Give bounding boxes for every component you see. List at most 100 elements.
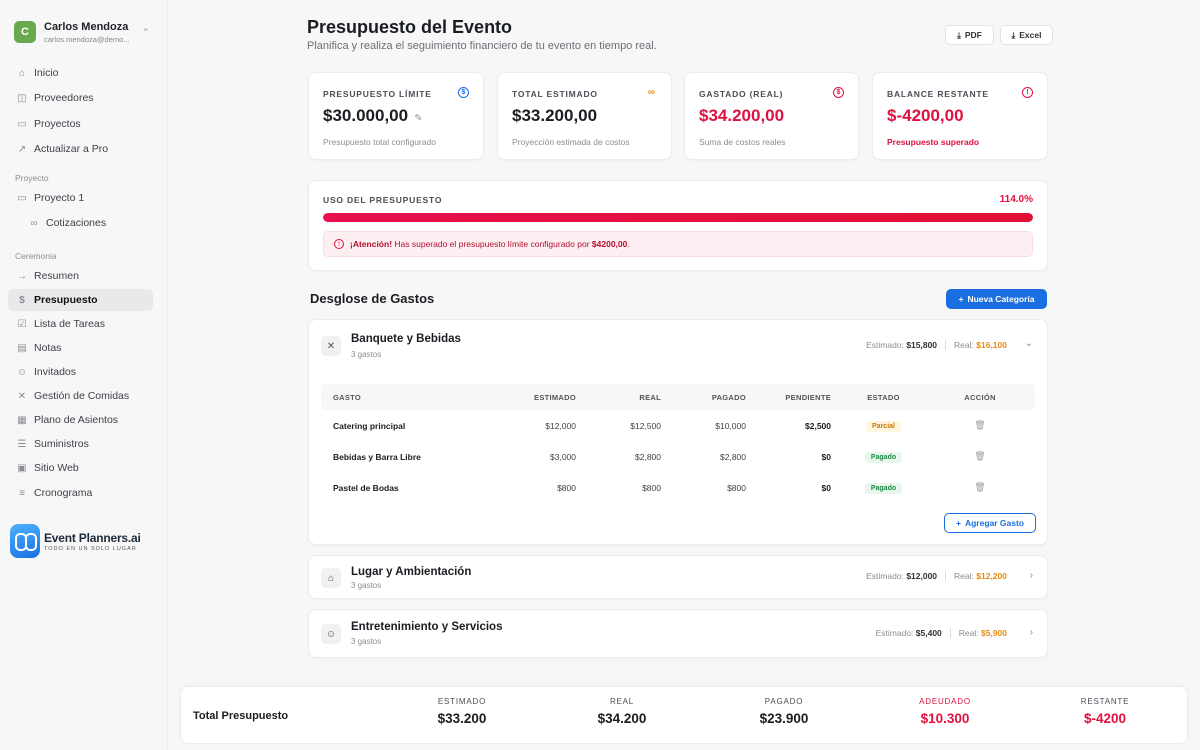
chevron-down-icon[interactable]: ⌄ (1024, 338, 1033, 349)
expense-table: GASTO ESTIMADO REAL PAGADO PENDIENTE EST… (321, 384, 1035, 503)
chevron-right-icon[interactable]: › (1029, 570, 1033, 581)
trash-icon[interactable]: 🗑 (974, 420, 986, 430)
stat-card-balance-remaining: BALANCE RESTANTE ! $-4200,00 Presupuesto… (872, 72, 1048, 160)
stat-card-budget-limit: PRESUPUESTO LÍMITE $ $30.000,00 ✎ Presupu… (308, 72, 484, 160)
usage-label: USO DEL PRESUPUESTO (323, 195, 443, 205)
category-card-banquete: ✕ Banquete y Bebidas 3 gastos Estimado: … (308, 319, 1048, 545)
user-email: carlos.mendoza@demo... (44, 34, 130, 44)
chevron-right-icon[interactable]: › (1029, 627, 1033, 638)
user-switcher[interactable]: C Carlos Mendoza carlos.mendoza@demo... … (14, 18, 154, 46)
plus-icon: + (958, 294, 964, 304)
stat-card-total-estimated: TOTAL ESTIMADO ∞ $33.200,00 Proyección e… (497, 72, 672, 160)
usage-percent: 114.0% (999, 194, 1033, 205)
category-card-lugar[interactable]: ⌂ Lugar y Ambientación 3 gastos Estimado… (308, 555, 1048, 599)
edit-pencil-icon[interactable]: ✎ (414, 113, 423, 124)
brand-logo: Event Planners.ai TODO EN UN SOLO LUGAR (10, 524, 141, 558)
export-pdf-button[interactable]: ⤓ PDF (945, 25, 994, 45)
new-category-button[interactable]: + Nueva Categoría (946, 289, 1047, 309)
stat-value: $30.000,00 ✎ (323, 106, 423, 125)
user-icon: ☺ (16, 366, 28, 378)
user-name: Carlos Mendoza (44, 20, 129, 33)
footer-title: Total Presupuesto (193, 710, 289, 722)
sidebar-item-sitio-web[interactable]: ▣ Sitio Web (17, 462, 79, 474)
download-icon: ⤓ (1011, 29, 1016, 40)
alert-circle-icon: ! (334, 239, 344, 249)
status-badge: Pagado (864, 482, 903, 494)
utensils-icon: ✕ (321, 336, 341, 356)
table-row: Bebidas y Barra Libre $3,000 $2,800 $2,8… (333, 451, 986, 463)
footer-total-estimated: ESTIMADO $33.200 (437, 697, 487, 726)
home-icon: ⌂ (18, 67, 26, 79)
trash-icon[interactable]: 🗑 (974, 451, 986, 461)
browser-icon: ▣ (17, 462, 27, 474)
footer-total-paid: PAGADO $23.900 (759, 697, 809, 726)
link-icon: ∞ (30, 217, 38, 229)
category-count: 3 gastos (351, 581, 382, 590)
dollar-icon: $ (833, 87, 844, 98)
folder-icon: ▭ (17, 192, 27, 204)
footer-total-remaining: RESTANTE $-4200 (1080, 697, 1130, 726)
stat-label: TOTAL ESTIMADO (512, 89, 598, 99)
folders-icon: ▭ (17, 118, 27, 130)
link-icon: ∞ (647, 87, 656, 98)
section-label-proyecto: Proyecto (15, 173, 49, 183)
stat-card-spent-real: GASTADO (REAL) $ $34.200,00 Suma de cost… (684, 72, 859, 160)
section-label-ceremonia: Ceremonia (15, 251, 57, 261)
stat-label: BALANCE RESTANTE (887, 89, 989, 99)
sidebar: C Carlos Mendoza carlos.mendoza@demo... … (0, 0, 168, 750)
category-card-entretenimiento[interactable]: ☺ Entretenimiento y Servicios 3 gastos E… (308, 609, 1048, 658)
sidebar-item-invitados[interactable]: ☺ Invitados (16, 366, 77, 378)
stat-note: Presupuesto superado (887, 137, 980, 147)
box-icon: ◫ (17, 92, 27, 104)
stat-value: $33.200,00 (512, 106, 598, 125)
table-row: Pastel de Bodas $800 $800 $800 $0 Pagado… (333, 482, 986, 494)
checkbox-icon: ☑ (17, 318, 27, 330)
stat-note: Presupuesto total configurado (323, 137, 436, 147)
timeline-icon: ≡ (19, 487, 25, 499)
add-expense-button[interactable]: + Agregar Gasto (944, 513, 1036, 533)
stat-note: Proyección estimada de costos (512, 137, 630, 147)
sidebar-item-suministros[interactable]: ☰ Suministros (17, 438, 89, 450)
dollar-icon: $ (458, 87, 469, 98)
sidebar-item-comidas[interactable]: ✕ Gestión de Comidas (17, 390, 130, 402)
table-row: Catering principal $12,000 $12,500 $10,0… (333, 420, 986, 432)
utensils-icon: ✕ (17, 390, 27, 402)
stat-value: $34.200,00 (699, 106, 785, 125)
sidebar-item-resumen[interactable]: → Resumen (17, 270, 79, 282)
category-name: Entretenimiento y Servicios (351, 621, 503, 633)
sidebar-item-proyecto-1[interactable]: ▭ Proyecto 1 (17, 192, 85, 204)
sidebar-item-asientos[interactable]: ▦ Plano de Asientos (17, 414, 119, 426)
sidebar-item-presupuesto[interactable]: $ Presupuesto (8, 289, 153, 311)
arrow-icon: → (17, 270, 27, 282)
rocket-icon: ↗ (17, 143, 27, 155)
total-budget-bar: Total Presupuesto ESTIMADO $33.200 REAL … (180, 686, 1188, 744)
sidebar-item-inicio[interactable]: ⌂ Inicio (8, 62, 153, 84)
sidebar-item-notas[interactable]: ▤ Notas (17, 342, 62, 354)
footer-total-real: REAL $34.200 (597, 697, 647, 726)
over-budget-alert: ! ¡Atención! Has superado el presupuesto… (323, 231, 1033, 257)
sidebar-item-actualizar-pro[interactable]: ↗ Actualizar a Pro (17, 143, 109, 155)
sidebar-item-lista-tareas[interactable]: ☑ Lista de Tareas (17, 318, 106, 330)
category-count: 3 gastos (351, 350, 382, 359)
usage-progress-bar (323, 213, 1033, 222)
brand-tagline: TODO EN UN SOLO LUGAR (44, 545, 137, 552)
sidebar-item-proveedores[interactable]: ◫ Proveedores (17, 92, 94, 104)
chevron-updown-icon: ⌃ (142, 26, 150, 37)
sidebar-item-proyectos[interactable]: ▭ Proyectos (17, 118, 81, 130)
sidebar-item-cronograma[interactable]: ≡ Cronograma (8, 482, 153, 504)
dollar-icon: $ (19, 294, 25, 306)
category-header[interactable]: ✕ Banquete y Bebidas 3 gastos Estimado: … (309, 320, 1047, 374)
category-count: 3 gastos (351, 637, 382, 646)
list-icon: ☰ (17, 438, 27, 450)
export-excel-button[interactable]: ⤓ Excel (1000, 25, 1053, 45)
home-icon: ⌂ (321, 568, 341, 588)
users-icon: ☺ (321, 624, 341, 644)
page-subtitle: Planifica y realiza el seguimiento finan… (307, 40, 657, 52)
sidebar-item-cotizaciones[interactable]: ∞ Cotizaciones (8, 212, 153, 234)
plus-icon: + (955, 518, 961, 528)
trash-icon[interactable]: 🗑 (974, 482, 986, 492)
page-title: Presupuesto del Evento (307, 17, 513, 37)
note-icon: ▤ (17, 342, 27, 354)
stat-label: PRESUPUESTO LÍMITE (323, 89, 432, 99)
brand-logo-icon (10, 524, 40, 558)
